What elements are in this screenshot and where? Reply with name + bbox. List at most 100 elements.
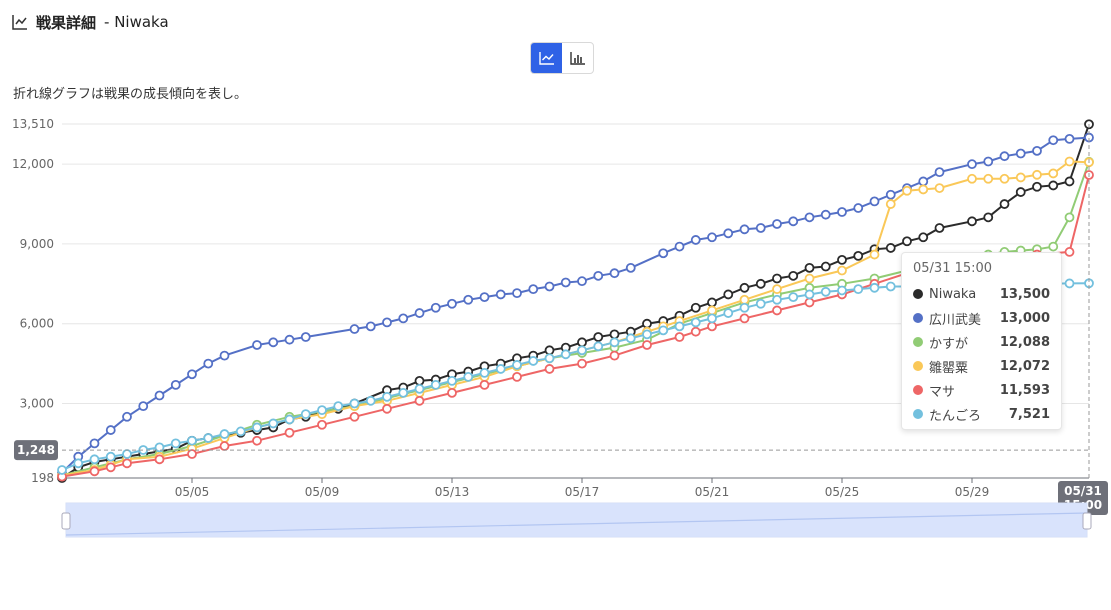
data-point [1032,181,1042,192]
data-point [187,449,197,459]
data-point [869,282,880,293]
data-point [154,442,165,453]
data-point [170,379,181,390]
chart-type-toggle [530,42,594,74]
data-point [495,289,506,300]
data-point [658,325,669,336]
data-point [707,232,717,243]
x-tick-label: 05/05 [175,485,210,499]
page-title: 戦果詳細 [36,13,97,32]
data-point [999,199,1010,209]
data-point [414,375,425,386]
tooltip-series-name: Niwaka [929,286,977,302]
data-point [430,302,441,313]
data-point [739,224,750,235]
tooltip-row: かすが 12,088 [913,330,1050,354]
data-point [57,465,67,475]
axis-pointer-y-label: 1,248 [17,443,55,457]
data-point [1048,180,1059,191]
data-point [154,454,165,465]
tooltip-row: 雛罌粟 12,072 [913,354,1050,378]
data-point [73,458,84,469]
data-point [820,209,831,220]
series-marker-icon [913,385,923,395]
x-tick-label: 05/13 [435,485,470,499]
data-point [528,284,539,295]
line-chart-button[interactable] [531,43,562,73]
data-point [674,321,685,332]
data-point [739,294,750,305]
data-point [577,345,587,356]
data-point [918,184,929,195]
data-point [804,262,815,273]
y-tick-label: 6,000 [20,317,54,331]
data-point [1064,176,1075,187]
data-point [739,313,750,324]
data-point [300,332,311,342]
axis-pointer-x-label: 05/31 [1064,484,1102,498]
data-point [577,276,587,287]
tooltip-rows: Niwaka 13,500 広川武美 13,000 かすが 12,088 雛罌粟 12,072… [913,282,1050,426]
data-point [772,273,782,284]
data-point [382,403,392,414]
zoom-slider-preview [65,512,1088,536]
data-point [252,422,262,433]
y-tick-label: 13,510 [12,117,54,131]
tooltip-series-name: 広川武美 [929,312,982,328]
data-point [788,292,799,303]
data-point [479,379,490,390]
data-point [560,349,571,360]
tooltip-series-name: たんごろ [929,408,982,424]
data-point [122,458,132,469]
data-point [642,318,652,329]
data-point [967,216,977,227]
data-point [625,262,636,273]
zoom-handle[interactable] [61,512,71,530]
data-point [869,196,880,207]
tooltip-series-value: 13,000 [999,310,1050,326]
data-point [625,333,636,344]
data-point [463,371,474,382]
data-point [609,350,620,361]
data-point [365,321,376,332]
data-point [544,281,555,292]
data-point [1015,148,1026,159]
tooltip-series-value: 12,072 [999,358,1050,374]
data-point [187,435,197,446]
line-chart-icon [12,15,27,30]
tooltip-series-value: 12,088 [999,334,1050,350]
x-tick-label: 05/09 [305,485,340,499]
data-point [138,401,149,412]
data-point [804,297,815,308]
data-point [317,419,327,430]
data-point [934,223,945,233]
data-point [349,411,360,422]
chart-description: 折れ線グラフは戦果の成長傾向を表し。 [13,87,248,102]
data-point [885,281,896,292]
data-point [772,284,782,295]
data-point [187,369,197,380]
data-point [755,223,766,233]
tooltip-row: 広川武美 13,000 [913,306,1050,330]
data-point [512,288,522,299]
zoom-handle[interactable] [1082,512,1092,530]
data-point [983,156,994,167]
data-point [1064,156,1075,167]
data-point [122,449,132,459]
data-point [1064,278,1075,289]
data-point [333,401,344,412]
data-point [804,212,815,223]
data-point [674,332,685,342]
data-point [983,173,994,184]
data-point [642,340,652,350]
data-point [804,273,815,284]
bar-chart-button[interactable] [562,43,593,73]
data-point [89,454,100,465]
data-point [252,435,262,446]
data-point [820,286,831,297]
data-point [219,350,230,361]
data-point [219,429,230,439]
data-point [837,265,847,276]
data-point [707,297,717,308]
